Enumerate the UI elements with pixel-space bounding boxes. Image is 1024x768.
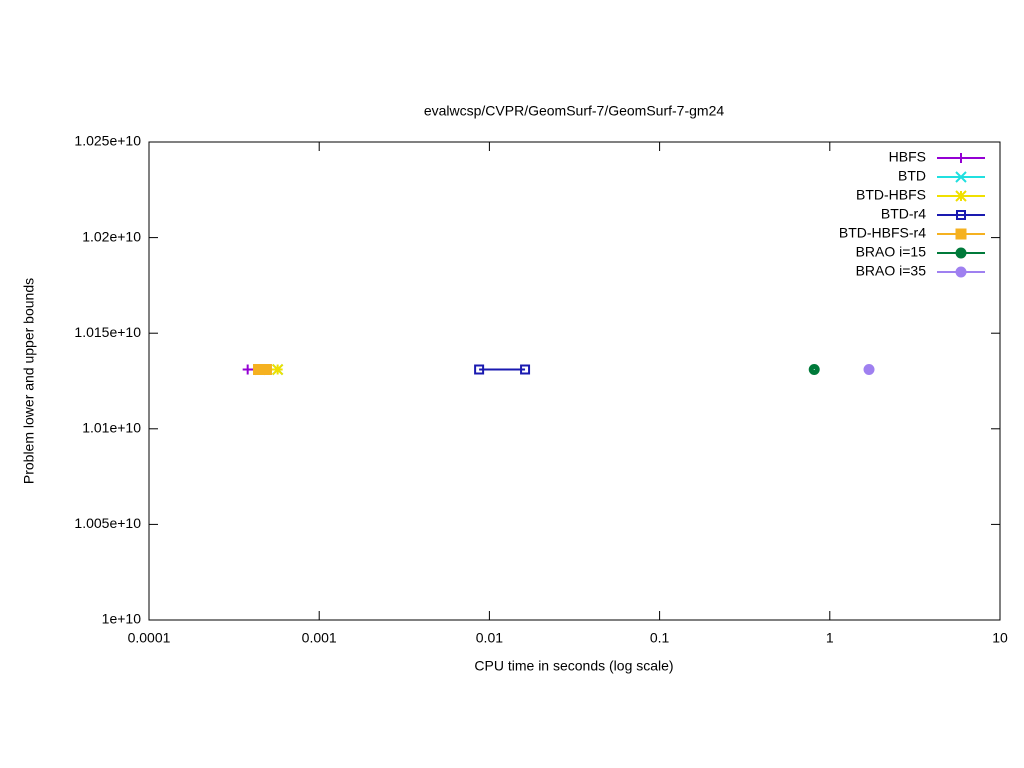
marker <box>260 364 272 376</box>
marker <box>520 364 531 375</box>
legend-marker <box>955 171 967 183</box>
legend-marker <box>955 190 967 202</box>
legend-marker <box>956 210 966 220</box>
legend-marker <box>955 247 967 259</box>
marker <box>863 364 875 375</box>
legend-label: BTD-HBFS-r4 <box>839 225 926 241</box>
legend-marker <box>956 153 966 163</box>
marker <box>474 364 485 375</box>
y-tick-label: 1.01e+10 <box>82 420 141 436</box>
legend-marker <box>955 228 967 240</box>
legend-label: BTD-r4 <box>881 206 926 222</box>
x-tick-label: 0.1 <box>650 630 670 646</box>
marker <box>271 363 284 376</box>
x-tick-label: 0.0001 <box>128 630 171 646</box>
y-axis-label: Problem lower and upper bounds <box>21 278 37 484</box>
plot-frame <box>148 141 1001 621</box>
legend-label: BRAO i=35 <box>856 263 927 279</box>
legend-marker <box>955 266 967 278</box>
y-tick-label: 1e+10 <box>102 611 142 627</box>
x-axis-label: CPU time in seconds (log scale) <box>474 658 673 674</box>
y-tick-label: 1.015e+10 <box>74 324 141 340</box>
y-tick-label: 1.02e+10 <box>82 228 141 244</box>
chart-title: evalwcsp/CVPR/GeomSurf-7/GeomSurf-7-gm24 <box>424 103 725 119</box>
x-tick-label: 10 <box>992 630 1008 646</box>
legend-label: BRAO i=15 <box>856 244 927 260</box>
marker <box>808 364 820 375</box>
x-tick-label: 1 <box>826 630 834 646</box>
legend-label: BTD-HBFS <box>856 187 926 203</box>
y-tick-label: 1.025e+10 <box>74 133 141 149</box>
x-tick-label: 0.001 <box>302 630 337 646</box>
legend-label: BTD <box>898 168 926 184</box>
legend-label: HBFS <box>889 149 926 165</box>
y-tick-label: 1.005e+10 <box>74 515 141 531</box>
x-tick-label: 0.01 <box>476 630 503 646</box>
